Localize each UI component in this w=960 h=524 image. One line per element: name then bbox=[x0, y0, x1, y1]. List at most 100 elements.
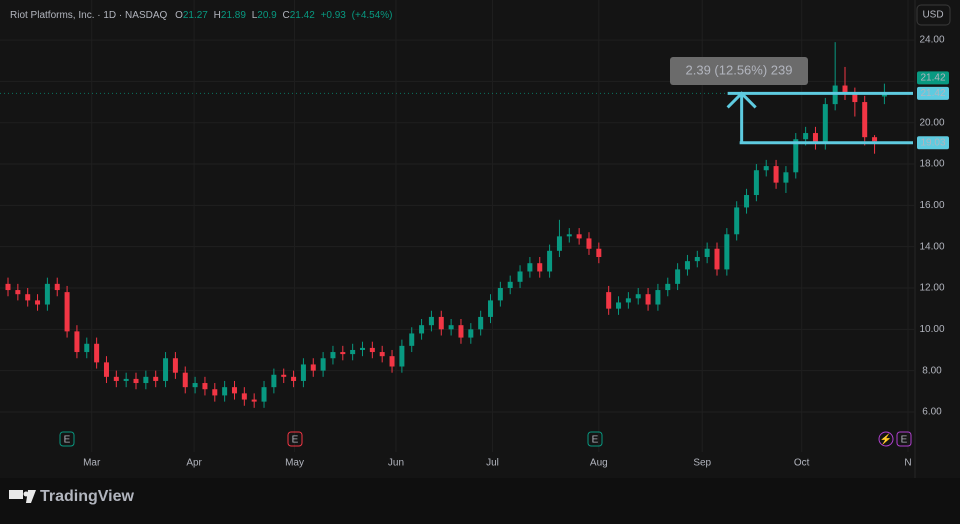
candle-body bbox=[330, 352, 336, 359]
measure-box bbox=[670, 57, 808, 85]
candle-body bbox=[123, 378, 129, 381]
event-icon[interactable] bbox=[896, 431, 912, 447]
candle-body bbox=[655, 290, 661, 305]
candle-body bbox=[64, 292, 70, 332]
candle-body bbox=[300, 364, 306, 381]
interval: 1D bbox=[103, 10, 116, 21]
candle-body bbox=[369, 347, 375, 353]
x-tick-label: Jul bbox=[486, 458, 499, 469]
candle-body bbox=[84, 343, 90, 353]
candle-body bbox=[133, 378, 139, 384]
candle-body bbox=[881, 93, 887, 97]
candle-body bbox=[291, 376, 297, 381]
x-tick-label: N bbox=[904, 458, 911, 469]
candle-body bbox=[547, 250, 553, 272]
brand-name: TradingView bbox=[40, 488, 135, 505]
candle-body bbox=[182, 372, 188, 388]
x-tick-label: Apr bbox=[186, 458, 202, 469]
y-tick-label: 14.00 bbox=[919, 241, 944, 252]
candle-body bbox=[684, 261, 690, 270]
candle-body bbox=[458, 325, 464, 338]
header: Riot Platforms, Inc. · 1D · NASDAQ O21.2… bbox=[10, 10, 393, 21]
event-icon[interactable] bbox=[587, 431, 603, 447]
x-tick-label: Sep bbox=[693, 458, 711, 469]
measure-tag bbox=[917, 86, 949, 100]
candle-body bbox=[793, 139, 799, 173]
candle-body bbox=[852, 93, 858, 103]
candle-body bbox=[616, 302, 622, 309]
ohlc-label: C bbox=[283, 10, 290, 21]
candle-body bbox=[665, 283, 671, 291]
x-tick-label: May bbox=[285, 458, 304, 469]
candle-body bbox=[163, 358, 169, 381]
y-tick-label: 18.00 bbox=[919, 159, 944, 170]
candle-body bbox=[153, 376, 159, 381]
y-tick-label: 8.00 bbox=[922, 365, 942, 376]
event-label[interactable]: E bbox=[64, 435, 71, 446]
candle-body bbox=[113, 376, 119, 381]
candle-body bbox=[281, 374, 287, 377]
candle-body bbox=[556, 236, 562, 251]
x-tick-label: Mar bbox=[83, 458, 101, 469]
candle-body bbox=[576, 234, 582, 239]
candle-body bbox=[94, 343, 100, 363]
event-label[interactable]: E bbox=[292, 435, 299, 446]
ohlc-label: H bbox=[214, 10, 221, 21]
candle-body bbox=[625, 298, 631, 303]
candle-body bbox=[15, 290, 21, 295]
candle-body bbox=[448, 325, 454, 330]
candle-body bbox=[734, 207, 740, 235]
currency-label[interactable]: USD bbox=[922, 10, 943, 21]
candle-body bbox=[419, 325, 425, 334]
candle-body bbox=[822, 104, 828, 144]
candle-body bbox=[399, 345, 405, 367]
ohlc-label: L bbox=[252, 10, 258, 21]
y-tick-label: 6.00 bbox=[922, 407, 942, 418]
candle-body bbox=[231, 387, 237, 394]
candle-body bbox=[753, 170, 759, 196]
candle-body bbox=[25, 294, 31, 301]
candle-body bbox=[862, 102, 868, 138]
logo-mark bbox=[26, 490, 36, 503]
event-icon[interactable] bbox=[287, 431, 303, 447]
candle-body bbox=[507, 281, 513, 288]
candle-body bbox=[586, 238, 592, 249]
event-label[interactable]: ⚡ bbox=[880, 433, 892, 446]
candle-body bbox=[5, 283, 11, 291]
candle-body bbox=[497, 287, 503, 301]
candle-body bbox=[251, 399, 257, 402]
event-icon[interactable] bbox=[878, 431, 894, 447]
candle-body bbox=[714, 248, 720, 270]
event-label[interactable]: E bbox=[901, 435, 908, 446]
logo-mark bbox=[9, 490, 23, 499]
brand-logo: TradingView bbox=[9, 488, 135, 505]
event-icon[interactable] bbox=[59, 431, 75, 447]
measure-tag-label: 19.03 bbox=[920, 137, 945, 148]
candle-body bbox=[783, 172, 789, 183]
candle-body bbox=[517, 271, 523, 282]
candle-body bbox=[812, 133, 818, 144]
candle-body bbox=[261, 387, 267, 402]
candle-body bbox=[438, 316, 444, 330]
candle-body bbox=[320, 358, 326, 371]
candle-body bbox=[54, 283, 60, 291]
candle-body bbox=[350, 349, 356, 355]
measure-tag-label: 21.42 bbox=[920, 88, 945, 99]
candle-body bbox=[842, 85, 848, 94]
ohlc-value: 20.9 bbox=[257, 10, 277, 21]
candle-body bbox=[241, 393, 247, 400]
event-label[interactable]: E bbox=[592, 435, 599, 446]
ohlc-value: 21.89 bbox=[221, 10, 246, 21]
candle-body bbox=[645, 294, 651, 305]
currency-button[interactable] bbox=[916, 4, 951, 26]
candle-body bbox=[172, 358, 178, 373]
y-tick-label: 12.00 bbox=[919, 283, 944, 294]
candle-body bbox=[44, 283, 50, 305]
candle-body bbox=[803, 133, 809, 140]
candle-body bbox=[143, 376, 149, 384]
exchange: NASDAQ bbox=[125, 10, 167, 21]
candle-body bbox=[566, 234, 572, 237]
price-tag-label: 21.42 bbox=[920, 73, 945, 84]
measure-label: 2.39 (12.56%) 239 bbox=[686, 62, 793, 77]
candle-body bbox=[212, 389, 218, 396]
